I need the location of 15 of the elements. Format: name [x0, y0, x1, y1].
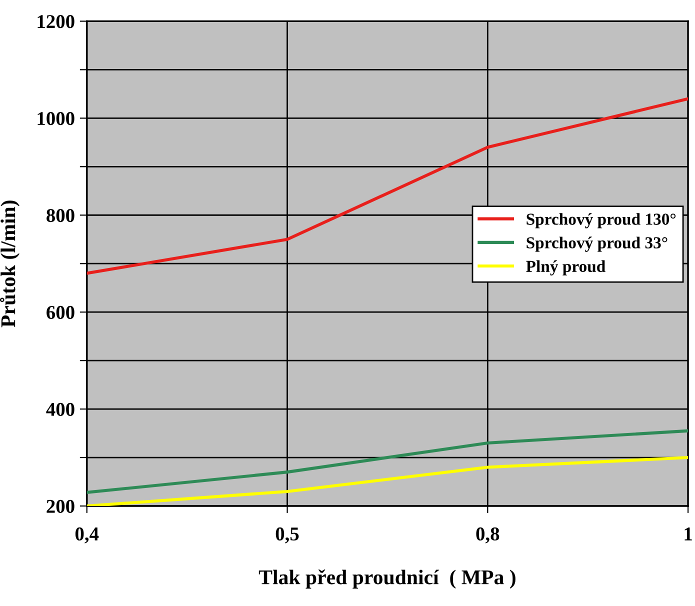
y-tick-label: 400 [46, 402, 74, 416]
x-tick-label: 0,5 [276, 527, 299, 544]
legend-label: Sprchový proud 33° [526, 236, 668, 252]
y-tick-label: 800 [46, 208, 74, 222]
y-tick-label: 1200 [38, 15, 74, 28]
y-axis-title: Průtok (l/min) [0, 200, 20, 328]
y-tick-label: 600 [46, 306, 74, 320]
x-axis-title: Tlak před proudnicí ( MPa ) [258, 569, 516, 589]
x-tick-label: 0,4 [75, 527, 99, 544]
x-tick-label: 1 [684, 528, 692, 540]
legend-label: Sprchový proud 130° [526, 213, 676, 228]
legend-label: Plný proud [526, 260, 606, 276]
y-tick-label: 1000 [38, 112, 74, 126]
y-tick-label: 200 [46, 500, 74, 513]
x-tick-label: 0,8 [476, 527, 500, 544]
